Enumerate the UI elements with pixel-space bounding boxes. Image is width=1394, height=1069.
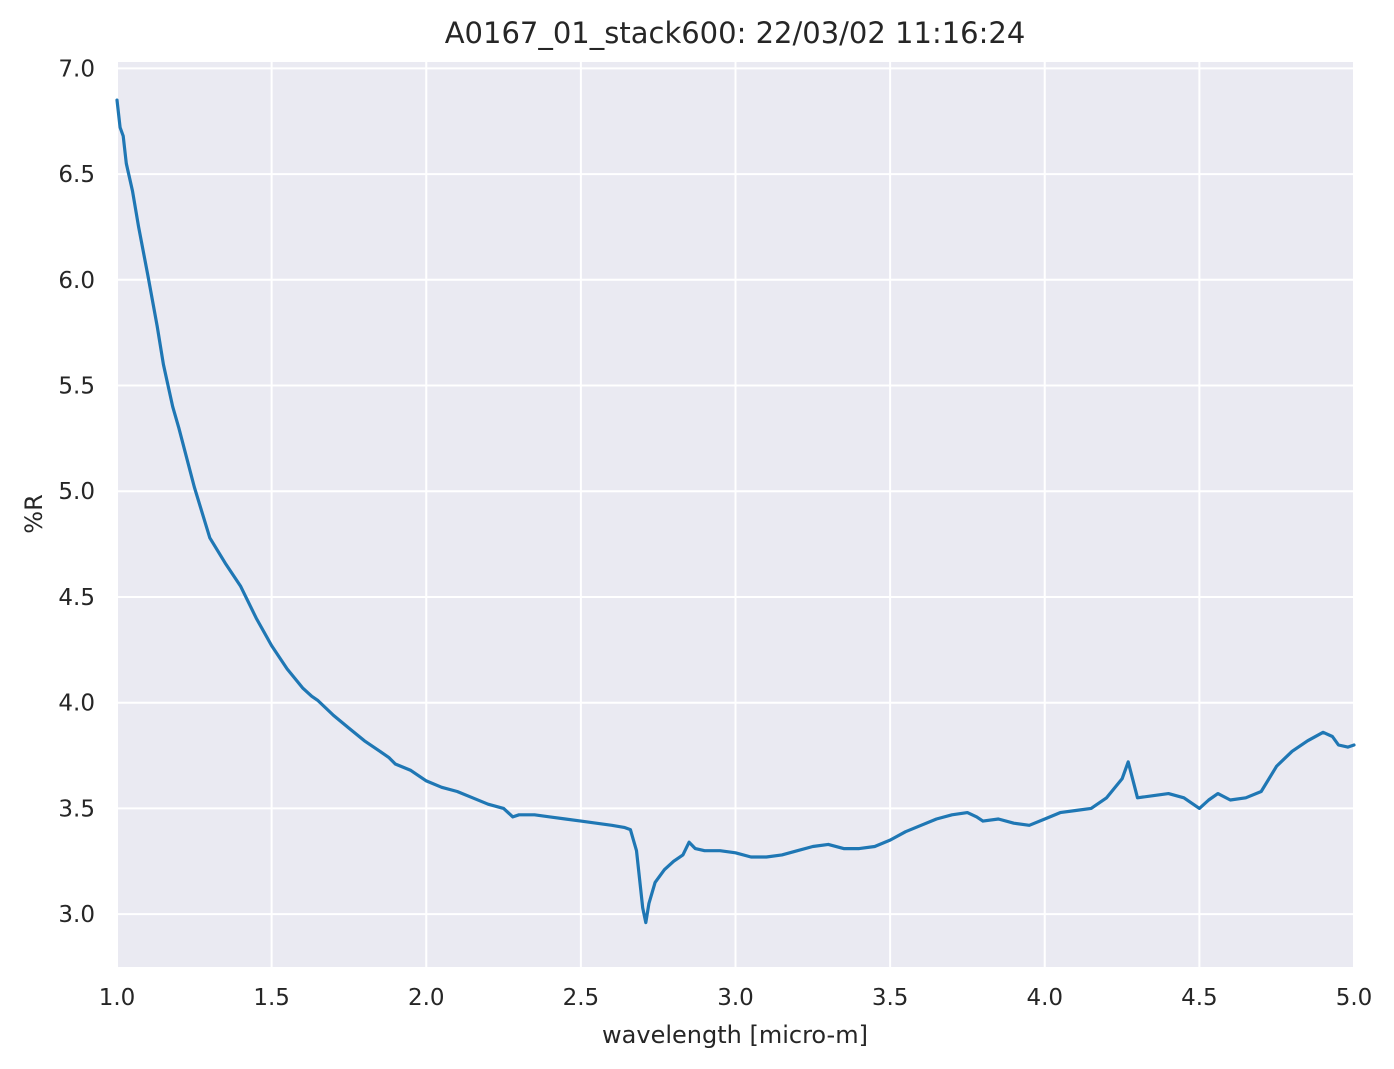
x-tick-label: 4.0: [1026, 985, 1063, 1011]
x-tick-label: 1.5: [253, 985, 290, 1011]
x-tick-label: 5.0: [1336, 985, 1373, 1011]
y-tick-label: 4.5: [58, 585, 95, 611]
x-axis-label: wavelength [micro-m]: [602, 1021, 868, 1049]
x-tick-label: 2.0: [408, 985, 445, 1011]
x-tick-label: 3.5: [872, 985, 909, 1011]
series-layer: [115, 98, 1356, 925]
x-tick-labels: 1.0 1.5 2.0 2.5 3.0 3.5 4.0 4.5 5.0: [99, 985, 1373, 1011]
y-axis-label: %R: [20, 494, 48, 533]
gridlines: [116, 62, 1355, 967]
y-tick-labels: 3.0 3.5 4.0 4.5 5.0 5.5 6.0 6.5 7.0: [58, 56, 95, 928]
x-tick-label: 2.5: [563, 985, 600, 1011]
y-tick-label: 5.5: [58, 374, 95, 400]
y-tick-label: 6.5: [58, 162, 95, 188]
x-tick-label: 4.5: [1181, 985, 1218, 1011]
y-tick-label: 6.0: [58, 268, 95, 294]
y-tick-label: 7.0: [58, 56, 95, 82]
y-tick-label: 3.0: [58, 902, 95, 928]
y-tick-label: 4.0: [58, 691, 95, 717]
y-tick-label: 5.0: [58, 479, 95, 505]
series-line-0: [115, 98, 1356, 925]
chart-title: A0167_01_stack600: 22/03/02 11:16:24: [445, 16, 1026, 50]
x-tick-label: 1.0: [99, 985, 136, 1011]
x-tick-label: 3.0: [717, 985, 754, 1011]
y-tick-label: 3.5: [58, 796, 95, 822]
